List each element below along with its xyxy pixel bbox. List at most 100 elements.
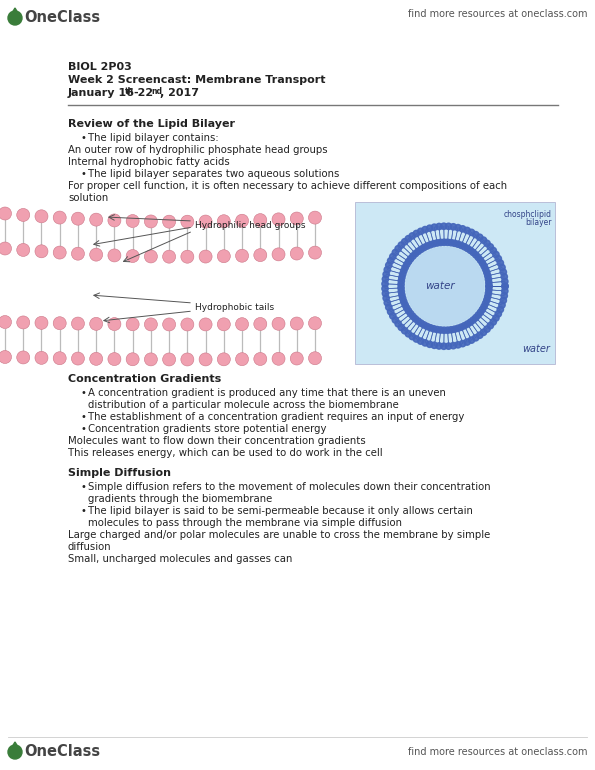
Circle shape [126,318,139,331]
Text: •: • [80,169,86,179]
Circle shape [486,283,492,290]
Circle shape [418,338,424,344]
Circle shape [145,353,158,366]
Circle shape [468,229,475,236]
Text: January 16: January 16 [68,88,135,98]
Circle shape [475,254,481,260]
Circle shape [486,290,491,296]
Circle shape [486,283,492,290]
Circle shape [477,332,483,338]
Circle shape [455,342,461,348]
Circle shape [383,295,389,301]
Circle shape [17,209,30,222]
Circle shape [108,249,121,262]
Text: solution: solution [68,193,108,203]
Text: nd: nd [151,87,162,96]
Circle shape [481,263,487,269]
Circle shape [424,323,430,330]
Circle shape [386,262,392,269]
Circle shape [35,351,48,364]
Circle shape [461,243,468,250]
Circle shape [398,285,404,291]
Text: Concentration gradients store potential energy: Concentration gradients store potential … [88,424,327,434]
Circle shape [427,341,433,347]
Circle shape [441,343,447,350]
Circle shape [145,215,158,228]
Circle shape [484,240,490,246]
Circle shape [446,223,452,229]
Circle shape [464,245,471,252]
Text: th: th [125,87,134,96]
Circle shape [405,236,412,242]
Text: The lipid bilayer contains:: The lipid bilayer contains: [88,133,218,143]
Circle shape [479,306,486,313]
Circle shape [236,318,249,330]
Text: Large charged and/or polar molecules are unable to cross the membrane by simple: Large charged and/or polar molecules are… [68,530,490,540]
Text: Review of the Lipid Bilayer: Review of the Lipid Bilayer [68,119,235,129]
Circle shape [392,316,399,323]
Circle shape [400,299,407,305]
Polygon shape [12,8,18,13]
Circle shape [126,353,139,366]
Circle shape [145,318,158,331]
Circle shape [455,241,461,247]
Circle shape [477,310,484,316]
Circle shape [387,309,394,315]
Circle shape [90,248,103,261]
Circle shape [398,278,405,284]
Circle shape [395,246,402,252]
Circle shape [398,281,404,288]
Circle shape [452,326,458,333]
Circle shape [217,215,230,228]
Circle shape [254,213,267,226]
Circle shape [181,318,194,331]
Circle shape [308,352,321,365]
Text: An outer row of hydrophilic phosphate head groups: An outer row of hydrophilic phosphate he… [68,145,328,155]
Circle shape [405,330,412,337]
Circle shape [500,297,506,303]
Circle shape [497,306,503,313]
Circle shape [444,239,451,246]
Circle shape [502,283,508,290]
Circle shape [458,324,465,330]
Circle shape [467,247,474,253]
Circle shape [71,352,84,365]
Circle shape [472,252,479,258]
Circle shape [477,257,484,263]
Text: water: water [522,344,550,354]
Circle shape [387,258,394,264]
Circle shape [408,256,414,262]
Circle shape [458,242,465,249]
Circle shape [487,323,493,329]
Text: bilayer: bilayer [525,218,552,227]
Text: The lipid bilayer is said to be semi-permeable because it only allows certain: The lipid bilayer is said to be semi-per… [88,506,473,516]
Circle shape [427,242,434,248]
Circle shape [395,320,402,327]
Text: A concentration gradient is produced any time that there is an uneven: A concentration gradient is produced any… [88,388,446,398]
Circle shape [431,224,437,230]
Circle shape [199,318,212,331]
Circle shape [501,293,508,299]
Circle shape [399,292,405,298]
Text: •: • [80,424,86,434]
Text: , 2017: , 2017 [160,88,199,98]
Circle shape [434,326,440,333]
Text: Simple Diffusion: Simple Diffusion [68,468,171,478]
Circle shape [90,353,103,365]
Circle shape [431,240,437,247]
Circle shape [459,226,466,232]
Circle shape [386,304,392,310]
Circle shape [108,214,121,227]
Circle shape [0,207,11,220]
Text: OneClass: OneClass [24,11,100,25]
Circle shape [403,305,410,311]
Circle shape [272,248,285,261]
Circle shape [405,308,412,314]
Circle shape [399,271,406,277]
Circle shape [490,247,496,254]
Circle shape [487,243,493,250]
Circle shape [181,215,194,228]
Circle shape [484,326,490,333]
Circle shape [402,327,408,334]
Text: •: • [80,133,86,143]
